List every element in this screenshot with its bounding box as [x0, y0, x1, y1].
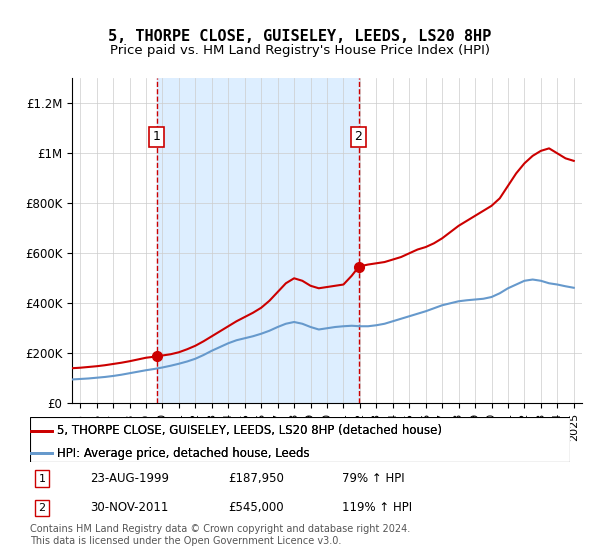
FancyBboxPatch shape [30, 417, 570, 462]
Text: 5, THORPE CLOSE, GUISELEY, LEEDS, LS20 8HP (detached house): 5, THORPE CLOSE, GUISELEY, LEEDS, LS20 8… [57, 424, 442, 437]
Text: 2: 2 [38, 503, 46, 513]
Text: 2: 2 [355, 130, 362, 143]
Text: Contains HM Land Registry data © Crown copyright and database right 2024.
This d: Contains HM Land Registry data © Crown c… [30, 524, 410, 546]
Text: £545,000: £545,000 [228, 501, 284, 515]
Text: 23-AUG-1999: 23-AUG-1999 [90, 472, 169, 486]
Text: 5, THORPE CLOSE, GUISELEY, LEEDS, LS20 8HP: 5, THORPE CLOSE, GUISELEY, LEEDS, LS20 8… [109, 29, 491, 44]
Text: £187,950: £187,950 [228, 472, 284, 486]
Text: Price paid vs. HM Land Registry's House Price Index (HPI): Price paid vs. HM Land Registry's House … [110, 44, 490, 57]
Bar [157, 78, 359, 403]
Text: 79% ↑ HPI: 79% ↑ HPI [342, 472, 404, 486]
Text: HPI: Average price, detached house, Leeds: HPI: Average price, detached house, Leed… [57, 446, 310, 460]
Text: 1: 1 [38, 474, 46, 484]
Text: 119% ↑ HPI: 119% ↑ HPI [342, 501, 412, 515]
Text: 30-NOV-2011: 30-NOV-2011 [90, 501, 169, 515]
Text: 5, THORPE CLOSE, GUISELEY, LEEDS, LS20 8HP (detached house): 5, THORPE CLOSE, GUISELEY, LEEDS, LS20 8… [57, 424, 442, 437]
Text: 1: 1 [153, 130, 161, 143]
Text: HPI: Average price, detached house, Leeds: HPI: Average price, detached house, Leed… [57, 446, 310, 460]
